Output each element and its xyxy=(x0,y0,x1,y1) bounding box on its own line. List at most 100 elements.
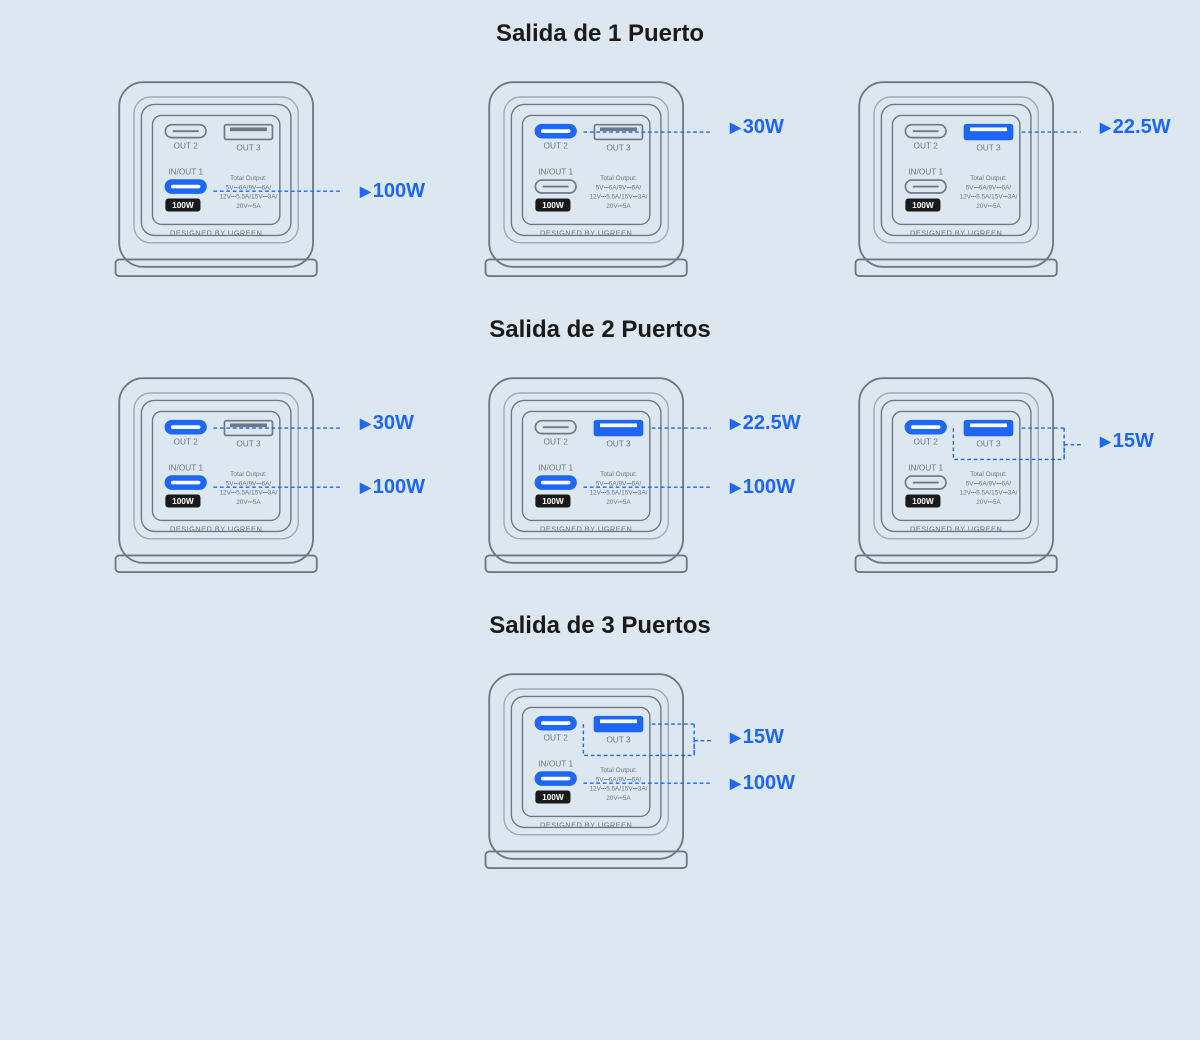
charger-diagram: OUT 2 OUT 3 IN/OUT 1 100W Total Output: … xyxy=(480,66,720,296)
port-label-out2: OUT 2 xyxy=(544,437,569,447)
spec-line2: 12V⎓5.5A/15V⎓3A/ xyxy=(219,194,277,201)
port-label-out2: OUT 2 xyxy=(544,733,569,743)
spec-line1: 5V⎓6A/9V⎓6A/ xyxy=(596,184,642,191)
charger-diagram: OUT 2 OUT 3 IN/OUT 1 100W Total Output: … xyxy=(110,362,350,592)
port-label-out3: OUT 3 xyxy=(236,439,261,449)
footer-text: DESIGNED BY UGREEN xyxy=(540,228,632,237)
charger-unit: OUT 2 OUT 3 IN/OUT 1 100W Total Output: … xyxy=(110,362,350,592)
spec-line3: 20V⎓5A xyxy=(236,499,261,506)
spec-line3: 20V⎓5A xyxy=(236,203,261,210)
port-label-inout1: IN/OUT 1 xyxy=(908,463,943,473)
watt-labels: ▶22.5W xyxy=(1100,66,1200,296)
port-label-out2: OUT 2 xyxy=(544,141,569,151)
spec-line2: 12V⎓5.5A/15V⎓3A/ xyxy=(219,490,277,497)
port-label-inout1: IN/OUT 1 xyxy=(538,463,573,473)
arrow-icon: ▶ xyxy=(730,415,741,431)
arrow-icon: ▶ xyxy=(360,479,371,495)
port-label-out2: OUT 2 xyxy=(174,141,199,151)
spec-line1: 5V⎓6A/9V⎓6A/ xyxy=(596,480,642,487)
arrow-icon: ▶ xyxy=(1100,433,1111,449)
spec-title: Total Output: xyxy=(230,471,267,478)
arrow-icon: ▶ xyxy=(730,119,741,135)
port-label-inout1: IN/OUT 1 xyxy=(908,167,943,177)
spec-line1: 5V⎓6A/9V⎓6A/ xyxy=(966,480,1012,487)
charger-unit: OUT 2 OUT 3 IN/OUT 1 100W Total Output: … xyxy=(110,66,350,296)
charger-diagram: OUT 2 OUT 3 IN/OUT 1 100W Total Output: … xyxy=(480,362,720,592)
port-label-inout1: IN/OUT 1 xyxy=(168,463,203,473)
spec-title: Total Output: xyxy=(970,175,1007,182)
watt-label-out1: ▶100W xyxy=(730,476,795,499)
section: Salida de 1 Puerto OUT 2 OUT 3 IN/OUT 1 … xyxy=(0,20,1200,296)
watt-labels: ▶15W xyxy=(1100,362,1200,592)
watt-label-out1: ▶100W xyxy=(360,180,425,203)
port-label-out2: OUT 2 xyxy=(914,437,939,447)
arrow-icon: ▶ xyxy=(360,183,371,199)
badge-100w: 100W xyxy=(172,496,194,506)
watt-label-out2: ▶30W xyxy=(730,116,784,139)
badge-100w: 100W xyxy=(542,496,564,506)
spec-line2: 12V⎓5.5A/15V⎓3A/ xyxy=(959,490,1017,497)
spec-title: Total Output: xyxy=(230,175,267,182)
section-title: Salida de 2 Puertos xyxy=(0,316,1200,344)
spec-line3: 20V⎓5A xyxy=(606,499,631,506)
port-label-out3: OUT 3 xyxy=(606,143,631,153)
footer-text: DESIGNED BY UGREEN xyxy=(540,524,632,533)
spec-title: Total Output: xyxy=(600,767,637,774)
section: Salida de 3 Puertos OUT 2 OUT 3 IN/OUT 1… xyxy=(0,612,1200,888)
footer-text: DESIGNED BY UGREEN xyxy=(170,524,262,533)
unit-row: OUT 2 OUT 3 IN/OUT 1 100W Total Output: … xyxy=(0,362,1200,592)
badge-100w: 100W xyxy=(542,792,564,802)
charger-diagram: OUT 2 OUT 3 IN/OUT 1 100W Total Output: … xyxy=(110,66,350,296)
watt-labels: ▶22.5W▶100W xyxy=(730,362,850,592)
charger-diagram: OUT 2 OUT 3 IN/OUT 1 100W Total Output: … xyxy=(850,66,1090,296)
port-label-inout1: IN/OUT 1 xyxy=(538,759,573,769)
arrow-icon: ▶ xyxy=(360,415,371,431)
section: Salida de 2 Puertos OUT 2 OUT 3 IN/OUT 1… xyxy=(0,316,1200,592)
section-title: Salida de 1 Puerto xyxy=(0,20,1200,48)
watt-label-combo23: ▶15W xyxy=(1100,430,1154,453)
charger-unit: OUT 2 OUT 3 IN/OUT 1 100W Total Output: … xyxy=(480,362,720,592)
charger-diagram: OUT 2 OUT 3 IN/OUT 1 100W Total Output: … xyxy=(480,658,720,888)
watt-labels: ▶15W▶100W xyxy=(730,658,850,888)
footer-text: DESIGNED BY UGREEN xyxy=(540,820,632,829)
spec-title: Total Output: xyxy=(970,471,1007,478)
spec-line3: 20V⎓5A xyxy=(606,203,631,210)
charger-diagram: OUT 2 OUT 3 IN/OUT 1 100W Total Output: … xyxy=(850,362,1090,592)
spec-title: Total Output: xyxy=(600,471,637,478)
spec-line1: 5V⎓6A/9V⎓6A/ xyxy=(226,184,272,191)
watt-labels: ▶30W▶100W xyxy=(360,362,480,592)
spec-line2: 12V⎓5.5A/15V⎓3A/ xyxy=(589,194,647,201)
arrow-icon: ▶ xyxy=(730,479,741,495)
charger-unit: OUT 2 OUT 3 IN/OUT 1 100W Total Output: … xyxy=(850,362,1090,592)
spec-line1: 5V⎓6A/9V⎓6A/ xyxy=(966,184,1012,191)
badge-100w: 100W xyxy=(912,496,934,506)
port-label-out3: OUT 3 xyxy=(976,143,1001,153)
spec-line2: 12V⎓5.5A/15V⎓3A/ xyxy=(589,490,647,497)
spec-line3: 20V⎓5A xyxy=(606,795,631,802)
unit-row: OUT 2 OUT 3 IN/OUT 1 100W Total Output: … xyxy=(0,658,1200,888)
charger-unit: OUT 2 OUT 3 IN/OUT 1 100W Total Output: … xyxy=(850,66,1090,296)
spec-title: Total Output: xyxy=(600,175,637,182)
arrow-icon: ▶ xyxy=(1100,119,1111,135)
port-label-inout1: IN/OUT 1 xyxy=(168,167,203,177)
port-label-out2: OUT 2 xyxy=(914,141,939,151)
unit-row: OUT 2 OUT 3 IN/OUT 1 100W Total Output: … xyxy=(0,66,1200,296)
badge-100w: 100W xyxy=(542,200,564,210)
charger-unit: OUT 2 OUT 3 IN/OUT 1 100W Total Output: … xyxy=(480,66,720,296)
watt-labels: ▶30W xyxy=(730,66,850,296)
watt-label-out3: ▶22.5W xyxy=(1100,116,1171,139)
charger-unit: OUT 2 OUT 3 IN/OUT 1 100W Total Output: … xyxy=(480,658,720,888)
footer-text: DESIGNED BY UGREEN xyxy=(910,524,1002,533)
port-label-out3: OUT 3 xyxy=(236,143,261,153)
watt-label-out1: ▶100W xyxy=(360,476,425,499)
spec-line1: 5V⎓6A/9V⎓6A/ xyxy=(596,776,642,783)
spec-line2: 12V⎓5.5A/15V⎓3A/ xyxy=(959,194,1017,201)
arrow-icon: ▶ xyxy=(730,729,741,745)
watt-labels: ▶100W xyxy=(360,66,480,296)
footer-text: DESIGNED BY UGREEN xyxy=(170,228,262,237)
spec-line1: 5V⎓6A/9V⎓6A/ xyxy=(226,480,272,487)
port-label-out3: OUT 3 xyxy=(976,439,1001,449)
port-label-out3: OUT 3 xyxy=(606,439,631,449)
arrow-icon: ▶ xyxy=(730,775,741,791)
port-label-out2: OUT 2 xyxy=(174,437,199,447)
